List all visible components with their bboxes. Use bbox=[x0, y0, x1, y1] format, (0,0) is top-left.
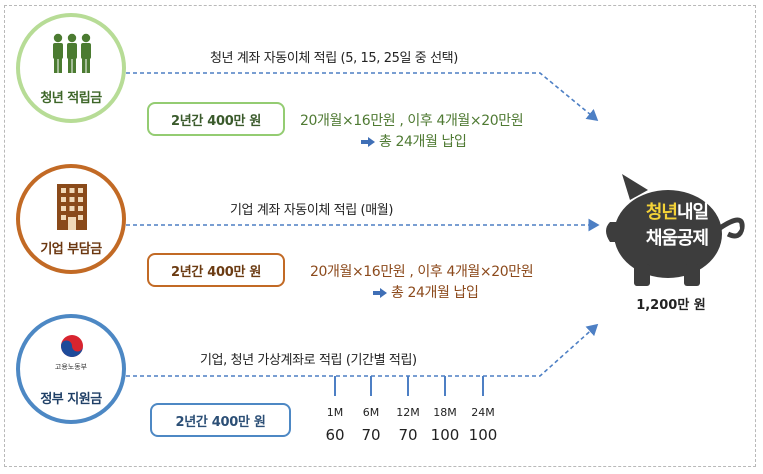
schedule-ticks bbox=[334, 376, 484, 396]
arrow-right-icon bbox=[361, 137, 375, 147]
youth-total-line: 총 24개월 납입 bbox=[379, 134, 467, 150]
company-label: 기업 부담금 bbox=[40, 242, 102, 257]
company-total-line: 총 24개월 납입 bbox=[391, 285, 479, 301]
schedule-value: 60 bbox=[325, 426, 345, 444]
piggy-highlight: 청년 bbox=[645, 202, 678, 223]
youth-calc-line: 20개월×16만원 , 이후 4개월×20만원 bbox=[300, 113, 524, 129]
piggy-line-2: 채움공제 bbox=[645, 228, 709, 249]
schedule-value: 100 bbox=[468, 426, 498, 444]
piggy-line1-rest: 내일 bbox=[677, 202, 709, 223]
schedule-month: 24M bbox=[471, 406, 495, 419]
total-amount: 1,200만 원 bbox=[636, 298, 706, 313]
schedule-value: 70 bbox=[398, 426, 418, 444]
government-amount-box: 2년간 400만 원 bbox=[150, 403, 291, 437]
schedule-month: 18M bbox=[433, 406, 457, 419]
youth-connector bbox=[126, 72, 599, 122]
company-transfer-text: 기업 계좌 자동이체 적립 (매월) bbox=[230, 203, 393, 218]
schedule-month: 12M bbox=[396, 406, 420, 419]
youth-transfer-text: 청년 계좌 자동이체 적립 (5, 15, 25일 중 선택) bbox=[210, 51, 458, 66]
government-emblem-icon bbox=[61, 335, 83, 357]
schedule-month: 6M bbox=[362, 406, 380, 419]
government-circle: 고용노동부 정부 지원금 bbox=[16, 314, 126, 424]
ministry-name: 고용노동부 bbox=[54, 363, 88, 371]
piggy-bank-icon bbox=[606, 174, 745, 286]
piggy-line-1: 청년내일 bbox=[632, 200, 722, 226]
people-icon bbox=[53, 33, 91, 73]
government-connector bbox=[126, 323, 599, 377]
youth-total-row: 총 24개월 납입 bbox=[361, 131, 467, 151]
youth-circle: 청년 적립금 bbox=[16, 13, 126, 123]
schedule-value: 70 bbox=[361, 426, 381, 444]
building-icon bbox=[57, 184, 87, 230]
government-transfer-text: 기업, 청년 가상계좌로 적립 (기간별 적립) bbox=[200, 353, 417, 368]
company-amount-box: 2년간 400만 원 bbox=[147, 253, 285, 287]
government-label: 정부 지원금 bbox=[40, 392, 102, 407]
piggy-bank-label: 청년내일 채움공제 bbox=[632, 200, 722, 252]
youth-label: 청년 적립금 bbox=[40, 91, 102, 106]
youth-amount-box: 2년간 400만 원 bbox=[147, 102, 285, 136]
company-calc-line: 20개월×16만원 , 이후 4개월×20만원 bbox=[310, 264, 534, 280]
company-circle: 기업 부담금 bbox=[16, 164, 126, 274]
schedule-value: 100 bbox=[430, 426, 460, 444]
diagram-frame bbox=[4, 5, 756, 467]
arrow-right-icon bbox=[373, 288, 387, 298]
schedule-month: 1M bbox=[326, 406, 344, 419]
company-total-row: 총 24개월 납입 bbox=[373, 282, 479, 302]
